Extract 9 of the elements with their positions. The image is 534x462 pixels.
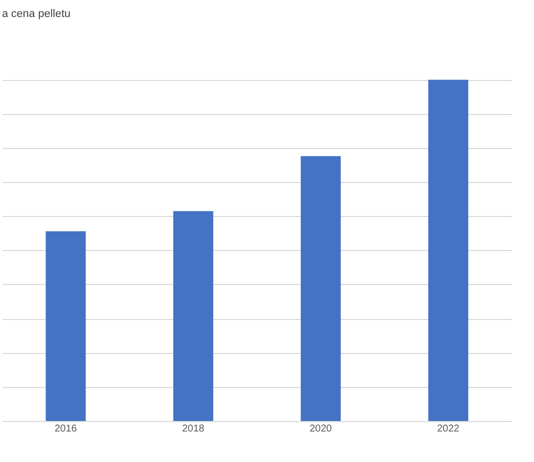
x-tick-label: 2016 [54, 424, 78, 434]
x-tick-label: 2022 [437, 424, 460, 434]
x-tick-label: 2020 [310, 424, 332, 434]
bar [300, 156, 341, 421]
bar [428, 80, 468, 421]
chart-title: a cena pelletu [2, 8, 70, 20]
x-tick-label: 2018 [182, 424, 205, 434]
bar [46, 231, 86, 421]
bar [173, 211, 214, 421]
